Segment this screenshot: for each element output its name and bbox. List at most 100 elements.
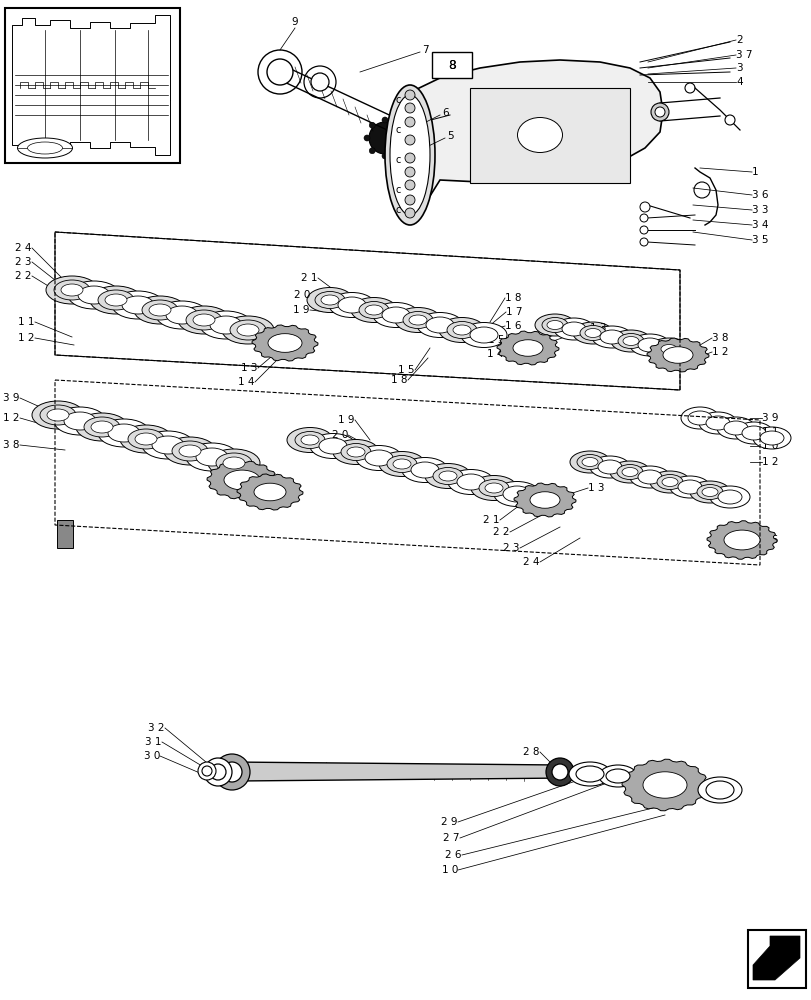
Ellipse shape	[221, 316, 273, 344]
Ellipse shape	[337, 297, 366, 313]
Ellipse shape	[365, 305, 383, 315]
Circle shape	[693, 182, 709, 198]
Ellipse shape	[122, 296, 154, 314]
Ellipse shape	[629, 466, 669, 488]
Ellipse shape	[165, 306, 198, 324]
Ellipse shape	[484, 483, 502, 493]
Text: 5: 5	[446, 131, 453, 141]
Circle shape	[303, 66, 336, 98]
Ellipse shape	[78, 286, 109, 304]
Ellipse shape	[98, 290, 134, 310]
Ellipse shape	[617, 334, 643, 349]
Circle shape	[221, 762, 242, 782]
Ellipse shape	[32, 401, 84, 429]
Text: 8: 8	[448, 59, 455, 72]
Text: 2: 2	[735, 35, 742, 45]
Bar	[5, 8, 180, 163]
Ellipse shape	[105, 294, 127, 306]
Ellipse shape	[752, 427, 790, 449]
Circle shape	[639, 202, 649, 212]
Ellipse shape	[135, 433, 157, 445]
Ellipse shape	[654, 107, 664, 117]
Text: 2 1: 2 1	[301, 273, 318, 283]
Ellipse shape	[689, 481, 729, 503]
Ellipse shape	[655, 342, 681, 357]
Ellipse shape	[91, 421, 113, 433]
Text: 1 0: 1 0	[761, 441, 778, 451]
Text: 2 2: 2 2	[493, 527, 509, 537]
Circle shape	[402, 148, 417, 162]
Ellipse shape	[698, 412, 736, 434]
Ellipse shape	[649, 471, 689, 493]
Circle shape	[204, 758, 232, 786]
Circle shape	[639, 238, 647, 246]
Text: 1 3: 1 3	[587, 483, 603, 493]
Ellipse shape	[120, 425, 172, 453]
Ellipse shape	[717, 490, 741, 504]
Circle shape	[405, 153, 414, 163]
Text: c: c	[395, 155, 400, 165]
Text: 8: 8	[448, 59, 456, 72]
Ellipse shape	[98, 419, 150, 447]
Ellipse shape	[294, 432, 324, 448]
Ellipse shape	[68, 281, 120, 309]
Ellipse shape	[648, 338, 689, 360]
Ellipse shape	[610, 330, 650, 352]
Ellipse shape	[637, 470, 661, 484]
Text: 3 0: 3 0	[144, 751, 160, 761]
Polygon shape	[207, 461, 277, 499]
Ellipse shape	[439, 318, 484, 342]
Text: c: c	[395, 95, 400, 105]
Polygon shape	[646, 338, 708, 372]
Text: 1 3: 1 3	[241, 363, 258, 373]
Ellipse shape	[200, 311, 251, 339]
Circle shape	[639, 226, 647, 234]
Ellipse shape	[696, 485, 722, 499]
Bar	[57, 520, 73, 548]
Text: 3 5: 3 5	[751, 235, 767, 245]
Ellipse shape	[541, 318, 568, 332]
Ellipse shape	[457, 474, 484, 490]
Text: 1 1: 1 1	[19, 317, 35, 327]
Text: 6: 6	[441, 108, 448, 118]
Circle shape	[363, 135, 370, 141]
Ellipse shape	[584, 328, 600, 338]
Ellipse shape	[599, 765, 636, 787]
Circle shape	[311, 73, 328, 91]
Text: 1 1: 1 1	[761, 427, 778, 437]
Ellipse shape	[156, 301, 208, 329]
Ellipse shape	[660, 344, 676, 354]
Ellipse shape	[47, 409, 69, 421]
Ellipse shape	[534, 314, 574, 336]
Ellipse shape	[553, 318, 594, 340]
Ellipse shape	[402, 312, 432, 328]
Ellipse shape	[341, 444, 371, 460]
Circle shape	[258, 50, 302, 94]
Ellipse shape	[134, 296, 186, 324]
Ellipse shape	[319, 438, 346, 454]
Ellipse shape	[759, 431, 783, 445]
Ellipse shape	[230, 320, 266, 340]
Circle shape	[639, 214, 647, 222]
Ellipse shape	[108, 424, 139, 442]
Ellipse shape	[178, 445, 201, 457]
Ellipse shape	[393, 459, 410, 469]
Ellipse shape	[517, 118, 562, 153]
Circle shape	[267, 59, 293, 85]
Text: 1: 1	[751, 167, 757, 177]
Circle shape	[198, 762, 216, 780]
Ellipse shape	[569, 762, 610, 786]
Text: 7: 7	[422, 45, 428, 55]
Ellipse shape	[502, 486, 530, 502]
Ellipse shape	[223, 457, 245, 469]
Ellipse shape	[389, 95, 430, 215]
Text: 2 1: 2 1	[483, 515, 500, 525]
Circle shape	[684, 83, 694, 93]
Ellipse shape	[61, 284, 83, 296]
Text: 2 8: 2 8	[523, 747, 539, 757]
Ellipse shape	[448, 470, 493, 494]
Ellipse shape	[470, 476, 517, 500]
Ellipse shape	[28, 142, 62, 154]
Ellipse shape	[609, 461, 649, 483]
Ellipse shape	[40, 405, 76, 425]
